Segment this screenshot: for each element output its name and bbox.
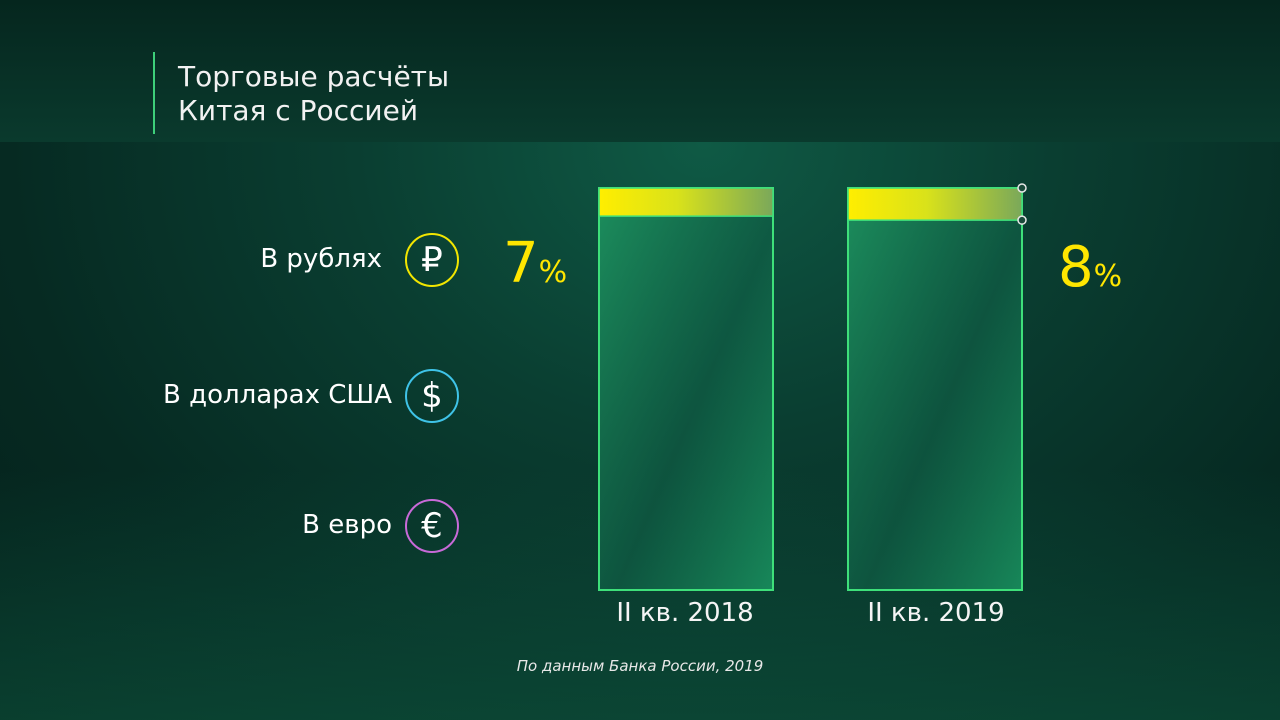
source-note: По данным Банка России, 2019 [516, 657, 764, 675]
data-label-2019-value: 8 [1058, 235, 1094, 300]
dollar-icon: $ [405, 369, 459, 423]
segment-marker-top [1017, 183, 1027, 193]
data-label-2018-value: 7 [503, 231, 539, 296]
euro-icon: € [405, 499, 459, 553]
bar-2019 [847, 187, 1023, 591]
data-label-2019-unit: % [1093, 259, 1123, 294]
legend-label-dollar: В долларах США [163, 380, 392, 410]
ruble-icon: ₽ [405, 233, 459, 287]
data-label-2018: 7% [503, 236, 567, 301]
legend-label-ruble: В рублях [260, 244, 382, 274]
header-band [0, 0, 1280, 142]
euro-glyph: € [421, 506, 443, 546]
dollar-glyph: $ [421, 376, 443, 416]
bar-segment-ruble-2019 [847, 187, 1023, 221]
segment-marker-bottom [1017, 215, 1027, 225]
legend-label-euro: В евро [302, 510, 392, 540]
x-tick-label-2019: II кв. 2019 [867, 598, 1005, 628]
bar-segment-ruble-2018 [598, 187, 774, 217]
bar-2018 [598, 187, 774, 591]
x-tick-label-2018: II кв. 2018 [616, 598, 754, 628]
ruble-glyph: ₽ [421, 240, 443, 280]
chart-title: Торговые расчёты Китая с Россией [178, 60, 450, 127]
title-accent-line [153, 52, 155, 134]
data-label-2018-unit: % [538, 255, 568, 290]
data-label-2019: 8% [1058, 240, 1122, 305]
